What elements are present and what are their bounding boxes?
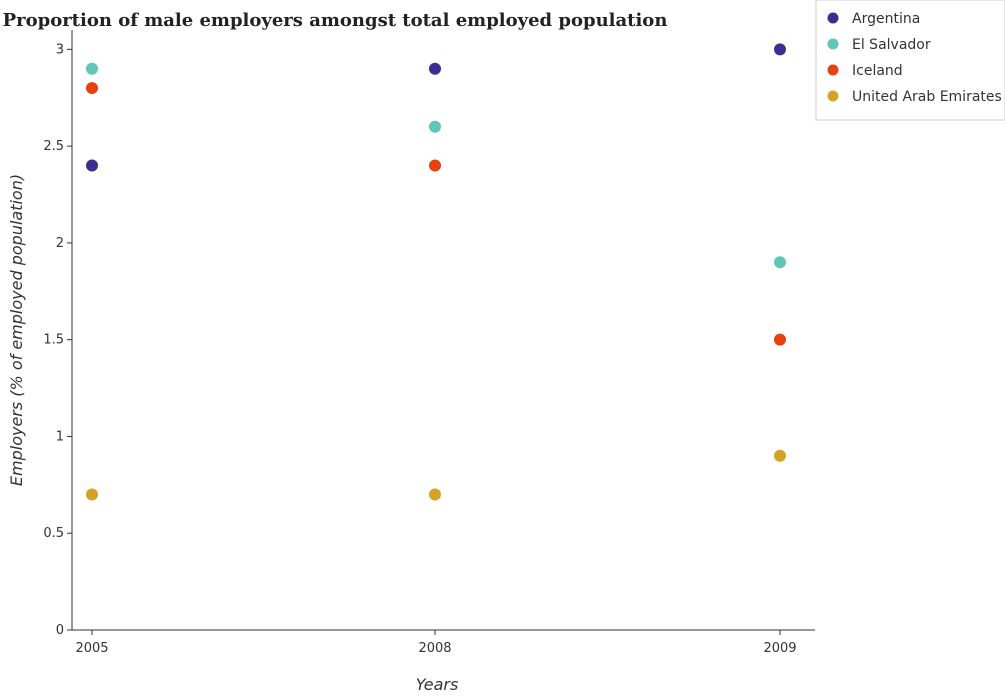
x-ticks: 2005 2008 2009 <box>75 630 797 656</box>
y-tick-label: 0 <box>56 623 64 638</box>
legend-label: United Arab Emirates <box>852 89 1002 105</box>
data-point-united-arab-emirates <box>429 488 441 501</box>
data-point-argentina <box>774 43 786 56</box>
data-point-united-arab-emirates <box>86 488 98 501</box>
legend-marker <box>827 90 839 102</box>
y-ticks: 0 0.5 1 1.5 2 2.5 3 <box>43 42 72 638</box>
data-point-el-salvador <box>429 120 441 133</box>
data-point-argentina <box>86 159 98 172</box>
y-tick-label: 1.5 <box>43 333 64 348</box>
legend-label: Argentina <box>852 11 920 27</box>
y-tick-label: 2.5 <box>43 139 64 154</box>
y-tick-label: 1 <box>56 429 64 444</box>
x-tick-label: 2008 <box>418 641 451 656</box>
y-axis-title: Employers (% of employed population) <box>7 174 26 486</box>
data-point-el-salvador <box>774 256 786 269</box>
legend-marker <box>827 64 839 76</box>
data-point-iceland <box>429 159 441 172</box>
data-point-united-arab-emirates <box>774 449 786 462</box>
data-points <box>86 43 786 501</box>
y-tick-label: 2 <box>56 236 64 251</box>
x-axis-title: Years <box>416 675 459 694</box>
data-point-argentina <box>429 62 441 75</box>
y-tick-label: 3 <box>56 42 64 57</box>
data-point-iceland <box>774 333 786 346</box>
legend-label: Iceland <box>852 63 903 79</box>
y-tick-label: 0.5 <box>43 526 64 541</box>
data-point-el-salvador <box>86 62 98 75</box>
plot-area: 0 0.5 1 1.5 2 2.5 3 2005 2008 2009 <box>43 30 815 656</box>
legend: Argentina El Salvador Iceland United Arab E… <box>815 0 1005 121</box>
chart-title: Proportion of male employers amongst tot… <box>3 10 668 31</box>
legend-label: El Salvador <box>852 37 931 53</box>
x-tick-label: 2009 <box>763 641 796 656</box>
data-point-iceland <box>86 82 98 95</box>
legend-box <box>815 0 1005 121</box>
legend-marker <box>827 38 839 50</box>
x-tick-label: 2005 <box>75 641 108 656</box>
legend-marker <box>827 12 839 24</box>
